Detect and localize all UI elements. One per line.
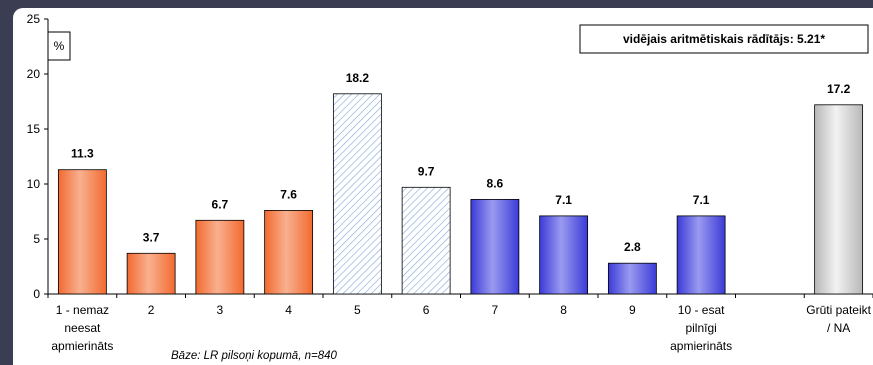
category-label: neesat bbox=[64, 321, 101, 335]
bar bbox=[814, 104, 864, 295]
y-tick-label: 0 bbox=[33, 287, 40, 301]
category-label: 7 bbox=[492, 303, 499, 317]
base-footnote: Bāze: LR pilsoņi kopumā, n=840 bbox=[171, 350, 338, 362]
bars bbox=[57, 93, 864, 295]
bar-value-label: 11.3 bbox=[71, 147, 94, 161]
category-label: 5 bbox=[354, 303, 361, 317]
y-tick-label: 20 bbox=[27, 67, 41, 81]
bar-value-label: 7.1 bbox=[693, 193, 710, 207]
category-label: 4 bbox=[285, 303, 292, 317]
category-label: 2 bbox=[148, 303, 155, 317]
bar-value-label: 17.2 bbox=[827, 82, 851, 96]
value-labels: 11.3 3.7 6.7 7.6 18.2 9.7 8.6 7.1 2.8 7.1 17.2 bbox=[71, 71, 851, 254]
bar-value-label: 9.7 bbox=[418, 164, 435, 178]
category-label: Grūti pateikt bbox=[806, 303, 871, 317]
bar-chart: % vidējais aritmētiskais rādītājs: 5.21*… bbox=[27, 12, 873, 362]
bar-value-label: 2.8 bbox=[624, 240, 641, 254]
category-labels: 1 - nemaz neesat apmierināts 2 3 4 5 6 7 8 9 10 - e… bbox=[51, 303, 871, 353]
bar bbox=[676, 215, 726, 295]
y-ticks: 0 5 10 15 20 25 bbox=[27, 12, 873, 301]
category-label: 9 bbox=[629, 303, 636, 317]
y-unit-box bbox=[47, 31, 71, 61]
category-label: apmierināts bbox=[670, 339, 732, 353]
bar bbox=[539, 215, 589, 295]
category-label: apmierināts bbox=[51, 339, 113, 353]
bar-value-label: 7.6 bbox=[280, 187, 297, 201]
bar bbox=[195, 219, 245, 295]
chart-panel: % vidējais aritmētiskais rādītājs: 5.21*… bbox=[13, 8, 873, 365]
category-label: 1 - nemaz bbox=[56, 303, 109, 317]
mean-annotation-box bbox=[579, 24, 869, 54]
y-tick-label: 10 bbox=[27, 177, 41, 191]
y-unit-label: % bbox=[54, 39, 65, 53]
category-label: pilnīgi bbox=[685, 321, 716, 335]
bar bbox=[470, 198, 520, 295]
mean-annotation: vidējais aritmētiskais rādītājs: 5.21* bbox=[623, 32, 825, 46]
bar bbox=[126, 252, 176, 295]
category-label: 10 - esat bbox=[678, 303, 725, 317]
bar bbox=[264, 209, 314, 295]
bar-value-label: 8.6 bbox=[487, 176, 504, 190]
y-tick-label: 15 bbox=[27, 122, 41, 136]
bar bbox=[332, 93, 382, 295]
bar bbox=[57, 169, 107, 295]
y-tick-label: 25 bbox=[27, 12, 41, 26]
bar bbox=[401, 186, 451, 295]
category-label: 6 bbox=[423, 303, 430, 317]
bar-value-label: 6.7 bbox=[212, 197, 229, 211]
y-tick-label: 5 bbox=[33, 232, 40, 246]
bar-value-label: 18.2 bbox=[346, 71, 370, 85]
bar bbox=[607, 262, 657, 295]
category-label: 8 bbox=[560, 303, 567, 317]
category-label: / NA bbox=[827, 321, 850, 335]
bar-value-label: 7.1 bbox=[555, 193, 572, 207]
bar-value-label: 3.7 bbox=[143, 230, 160, 244]
category-label: 3 bbox=[217, 303, 224, 317]
